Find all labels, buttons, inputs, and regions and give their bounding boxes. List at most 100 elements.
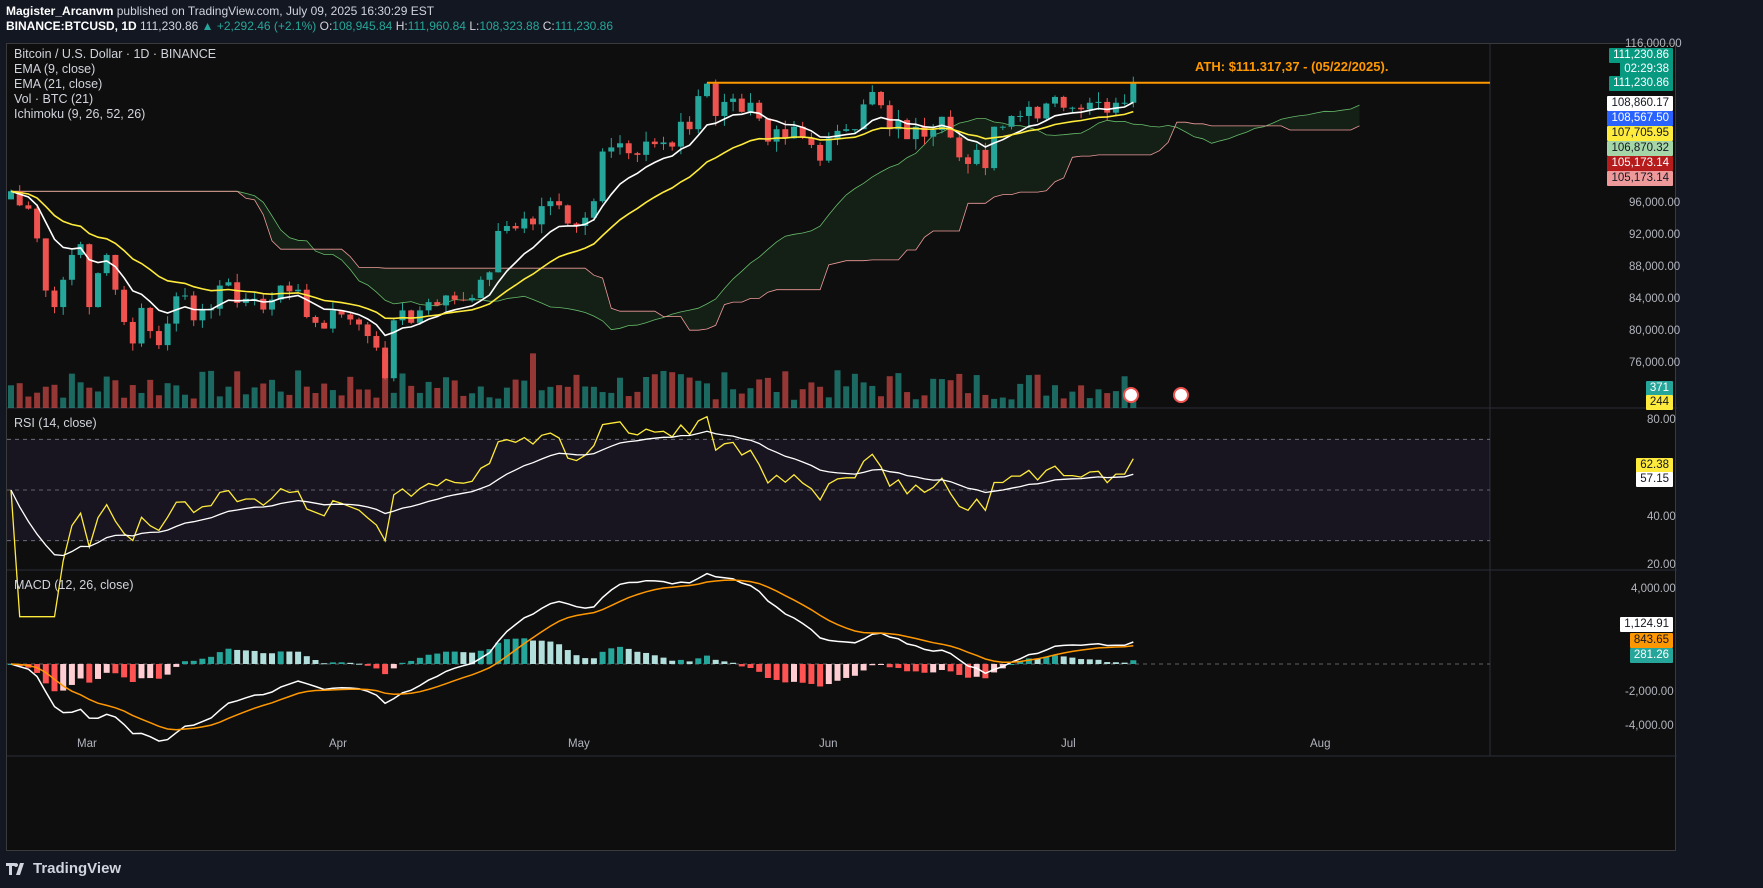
candle-body [138,307,145,344]
candle-body [799,126,806,138]
macd-histogram-bar [1104,662,1111,664]
volume-bar [738,393,745,408]
macd-histogram-bar [512,638,519,664]
volume-bar [999,397,1006,408]
tradingview-logo-icon [6,862,24,875]
macd-histogram-bar [182,661,188,664]
macd-histogram-bar [956,664,963,675]
candle-body [695,96,702,130]
macd-histogram-bar [643,652,650,664]
author-name[interactable]: Magister_Arcanvm [6,4,114,18]
macd-histogram-bar [965,664,971,678]
candle-body [434,302,441,306]
macd-histogram-bar [730,662,737,664]
macd-histogram-bar [1025,658,1032,664]
volume-bar [469,393,476,408]
volume-bar [434,387,441,408]
ichimoku-cloud [11,105,1360,331]
candle-body [851,129,858,131]
candle-body [1069,107,1076,109]
macd-histogram-bar [155,664,162,679]
legend-ema21[interactable]: EMA (21, close) [14,77,103,91]
macd-histogram-bar [738,664,745,667]
volume-bar [512,379,519,408]
macd-histogram-bar [1130,660,1137,664]
macd-histogram-bar [625,648,632,664]
price-tick: 88,000.00 [1629,261,1681,273]
x-tick: Apr [329,738,347,750]
volume-bar [573,374,580,408]
volume-bar [721,372,728,408]
candle-body [382,347,389,379]
volume-bar [443,377,449,408]
price-label: 105,173.14 [1607,156,1673,171]
candle-body [364,324,371,337]
candle-body [286,285,293,292]
candle-body [86,244,93,308]
candle-body [451,295,458,300]
macd-histogram-bar [260,653,267,664]
legend-ema9[interactable]: EMA (9, close) [14,62,96,76]
macd-histogram-bar [286,651,293,664]
legend-volume[interactable]: Vol · BTC (21) [14,92,94,106]
price-chart[interactable] [7,44,1677,852]
macd-histogram-bar [912,664,919,672]
macd-histogram-bar [242,650,249,664]
volume-bar [617,377,623,408]
macd-histogram-bar [686,661,693,664]
macd-histogram-bar [356,663,362,665]
candle-body [938,116,945,131]
legend-title: Bitcoin / U.S. Dollar · 1D · BINANCE [14,47,217,61]
volume-bar [312,393,319,408]
candle-body [590,201,597,218]
macd-histogram-bar [1086,659,1093,664]
last-price: 111,230.86 [140,19,199,33]
macd-histogram-bar [295,651,302,664]
volume-bar [155,395,162,408]
macd-histogram-bar [825,664,832,685]
volume-bar [773,391,780,408]
candle-body [95,273,101,308]
open-label: O: [319,19,333,33]
volume-bar [1078,385,1085,408]
candle-body [260,298,267,310]
macd-histogram-bar [1008,663,1015,665]
macd-tick: -2,000.00 [1625,686,1674,698]
volume-bar [895,373,902,408]
legend-ichimoku[interactable]: Ichimoku (9, 26, 52, 26) [14,107,146,121]
macd-histogram-bar [147,664,154,679]
macd-histogram-bar [991,664,998,673]
volume-bar [295,370,302,408]
candle-body [1052,96,1058,104]
volume-bar [791,399,797,408]
candle-body [991,126,998,169]
volume-bar [338,395,345,408]
candle-body [425,302,432,311]
macd-histogram-bar [173,664,180,667]
volume-bar [182,394,188,408]
volume-bar [599,392,606,408]
macd-histogram-bar [791,664,797,682]
candle-body [129,321,136,344]
candle-body [956,137,963,158]
candle-body [477,279,484,298]
tradingview-footer[interactable]: TradingView [6,860,121,877]
candle-body [730,98,737,102]
volume-bar [147,379,154,408]
legend-macd[interactable]: MACD (12, 26, close) [14,578,134,592]
macd-histogram-bar [103,664,110,673]
candle-body [225,282,232,286]
macd-line [10,572,1134,742]
legend-rsi[interactable]: RSI (14, close) [14,416,97,430]
volume-bar [138,392,145,408]
candle-body [686,121,693,130]
publish-info: published on TradingView.com, July 09, 2… [116,4,435,18]
volume-bar [1095,389,1102,408]
candle-body [573,223,580,226]
chart-header: Magister_Arcanvm published on TradingVie… [6,4,613,34]
volume-bar [364,389,371,408]
macd-histogram-bar [817,664,824,687]
chart-frame[interactable]: Bitcoin / U.S. Dollar · 1D · BINANCE EMA… [6,38,1682,852]
macd-histogram-bar [390,664,397,669]
volume-bar [399,373,406,408]
